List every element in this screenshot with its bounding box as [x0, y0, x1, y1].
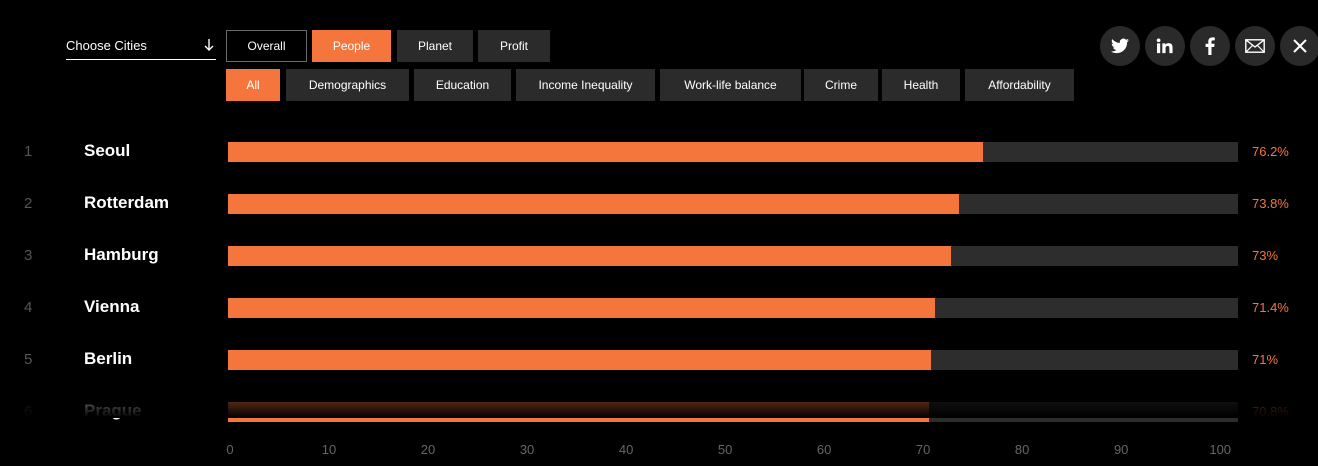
city-name[interactable]: Prague: [84, 401, 142, 420]
city-name[interactable]: Hamburg: [84, 245, 159, 264]
tab-profit[interactable]: Profit: [478, 30, 550, 62]
tab-overall[interactable]: Overall: [226, 30, 307, 62]
tick-label: 50: [717, 442, 733, 457]
row-rank: 2: [24, 195, 33, 212]
bar-track: [228, 142, 1238, 162]
bar-track: [228, 350, 1238, 370]
subtab-health[interactable]: Health: [882, 69, 960, 101]
city-name[interactable]: Berlin: [84, 349, 133, 368]
linkedin-button[interactable]: [1145, 26, 1185, 66]
row-rank: 4: [24, 299, 33, 316]
tick-label: 10: [321, 442, 337, 457]
tick-label: 60: [816, 442, 832, 457]
facebook-icon: [1205, 37, 1215, 55]
subtab-demographics[interactable]: Demographics: [286, 69, 409, 101]
bar-track: [228, 194, 1238, 214]
value-label: 70.8%: [1252, 404, 1289, 419]
subtab-education[interactable]: Education: [414, 69, 511, 101]
value-label: 76.2%: [1252, 144, 1289, 159]
subtab-all[interactable]: All: [226, 69, 280, 101]
close-icon: [1293, 39, 1307, 53]
value-label: 71%: [1252, 352, 1279, 367]
row-rank: 5: [24, 351, 33, 368]
row-rank: 6: [24, 403, 33, 420]
row-rank: 3: [24, 247, 33, 264]
bar-track: [228, 298, 1238, 318]
tick-label: 80: [1014, 442, 1030, 457]
tab-planet[interactable]: Planet: [397, 30, 473, 62]
tick-label: 30: [519, 442, 535, 457]
bar[interactable]: [228, 194, 959, 214]
tick-label: 0: [226, 442, 234, 457]
twitter-button[interactable]: [1100, 26, 1140, 66]
tick-label: 100: [1209, 442, 1232, 457]
tick-label: 70: [915, 442, 931, 457]
tick-label: 20: [420, 442, 436, 457]
bar[interactable]: [228, 142, 983, 162]
subtab-crime[interactable]: Crime: [804, 69, 878, 101]
close-button[interactable]: [1280, 26, 1318, 66]
bar-track: [228, 246, 1238, 266]
city-name[interactable]: Vienna: [84, 297, 140, 316]
arrow-down-icon: [204, 39, 214, 51]
email-button[interactable]: [1235, 26, 1275, 66]
value-label: 73.8%: [1252, 196, 1289, 211]
choose-cities-label: Choose Cities: [66, 38, 147, 53]
bar[interactable]: [228, 350, 932, 370]
subtab-income-inequality[interactable]: Income Inequality: [516, 69, 655, 101]
subtab-affordability[interactable]: Affordability: [965, 69, 1074, 101]
linkedin-icon: [1156, 38, 1173, 54]
tick-label: 90: [1113, 442, 1129, 457]
city-name[interactable]: Rotterdam: [84, 193, 170, 212]
bar[interactable]: [228, 402, 930, 422]
value-label: 73%: [1252, 248, 1279, 263]
email-icon: [1245, 39, 1265, 53]
bar[interactable]: [228, 298, 935, 318]
city-name[interactable]: Seoul: [84, 141, 131, 160]
tab-people[interactable]: People: [312, 30, 391, 62]
tick-label: 40: [618, 442, 634, 457]
facebook-button[interactable]: [1190, 26, 1230, 66]
bar[interactable]: [228, 246, 951, 266]
subtab-work-life-balance[interactable]: Work-life balance: [660, 69, 801, 101]
value-label: 71.4%: [1252, 300, 1289, 315]
bar-track: [228, 402, 1238, 422]
twitter-icon: [1111, 38, 1129, 54]
row-rank: 1: [24, 143, 33, 160]
choose-cities-dropdown[interactable]: Choose Cities: [66, 34, 216, 60]
